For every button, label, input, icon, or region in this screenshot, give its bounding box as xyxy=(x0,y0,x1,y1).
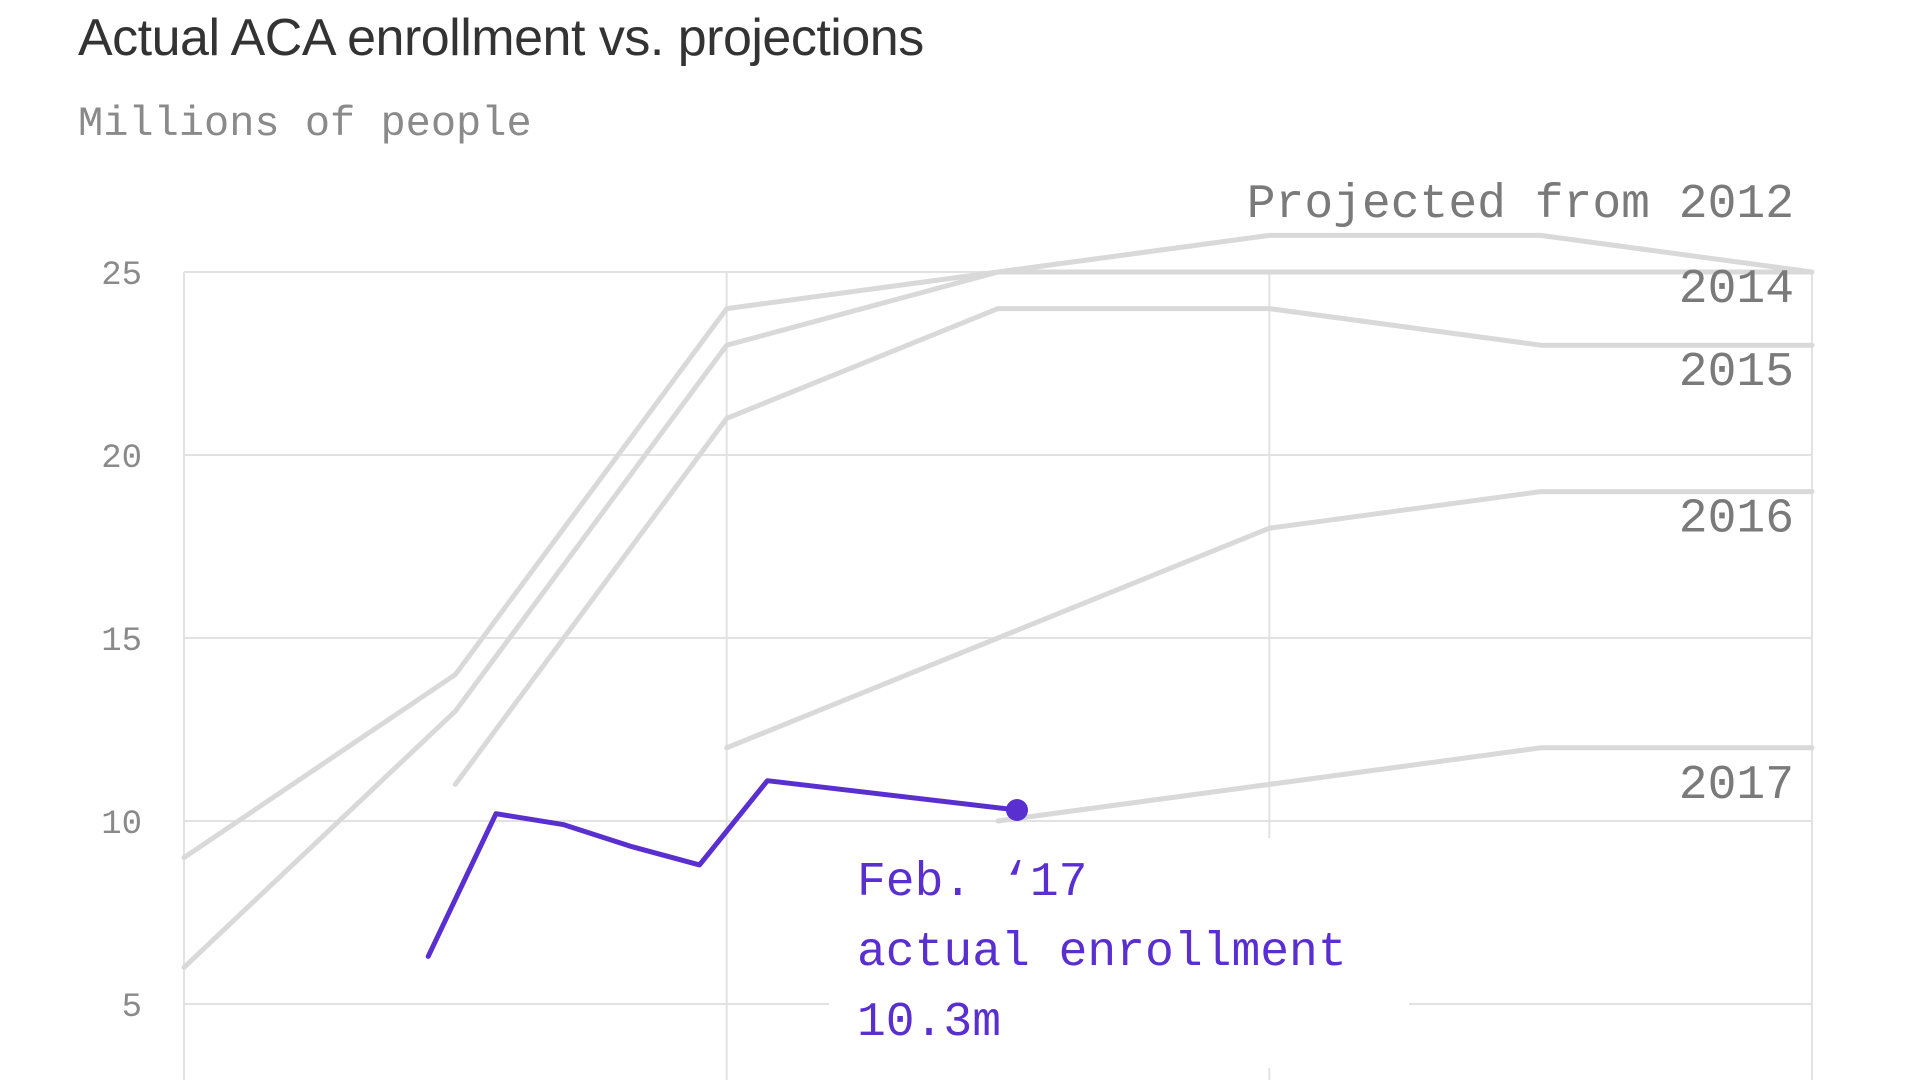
annotation-backdrop xyxy=(828,838,1409,1069)
annotation-layer: Feb. ‘17 actual enrollment 10.3m xyxy=(828,799,1409,1069)
series-label-3: 2015 xyxy=(1679,346,1794,400)
series-line-actual xyxy=(425,778,1020,959)
label-layer: Projected from 2012 2014 2015 2016 2017 xyxy=(1247,178,1794,813)
y-tick-label-15: 15 xyxy=(101,623,142,661)
y-tick-label-10: 10 xyxy=(101,806,142,844)
annotation-line-1: Feb. ‘17 xyxy=(857,856,1087,910)
y-tick-label-25: 25 xyxy=(101,257,142,295)
series-line-2 xyxy=(181,269,1815,970)
y-tick-label-20: 20 xyxy=(101,440,142,478)
series-label-2: 2014 xyxy=(1679,263,1794,317)
chart-subtitle: Millions of people xyxy=(78,100,532,148)
series-line-1 xyxy=(181,232,1815,861)
y-tick-label-5: 5 xyxy=(122,989,142,1027)
series-label-4: 2016 xyxy=(1679,493,1794,547)
grid-layer: 5 10 15 20 25 xyxy=(101,257,1813,1080)
series-line-4 xyxy=(724,489,1815,751)
series-line-5 xyxy=(995,745,1815,824)
series-label-5: 2017 xyxy=(1679,759,1794,813)
series-layer xyxy=(181,232,1815,970)
annotation-line-2: actual enrollment xyxy=(857,926,1347,980)
chart-title: Actual ACA enrollment vs. projections xyxy=(78,9,924,67)
annotation-line-3: 10.3m xyxy=(857,996,1001,1050)
series-label-1: Projected from 2012 xyxy=(1247,178,1794,232)
series-line-3 xyxy=(452,306,1815,787)
actual-endpoint-dot xyxy=(1005,799,1028,822)
